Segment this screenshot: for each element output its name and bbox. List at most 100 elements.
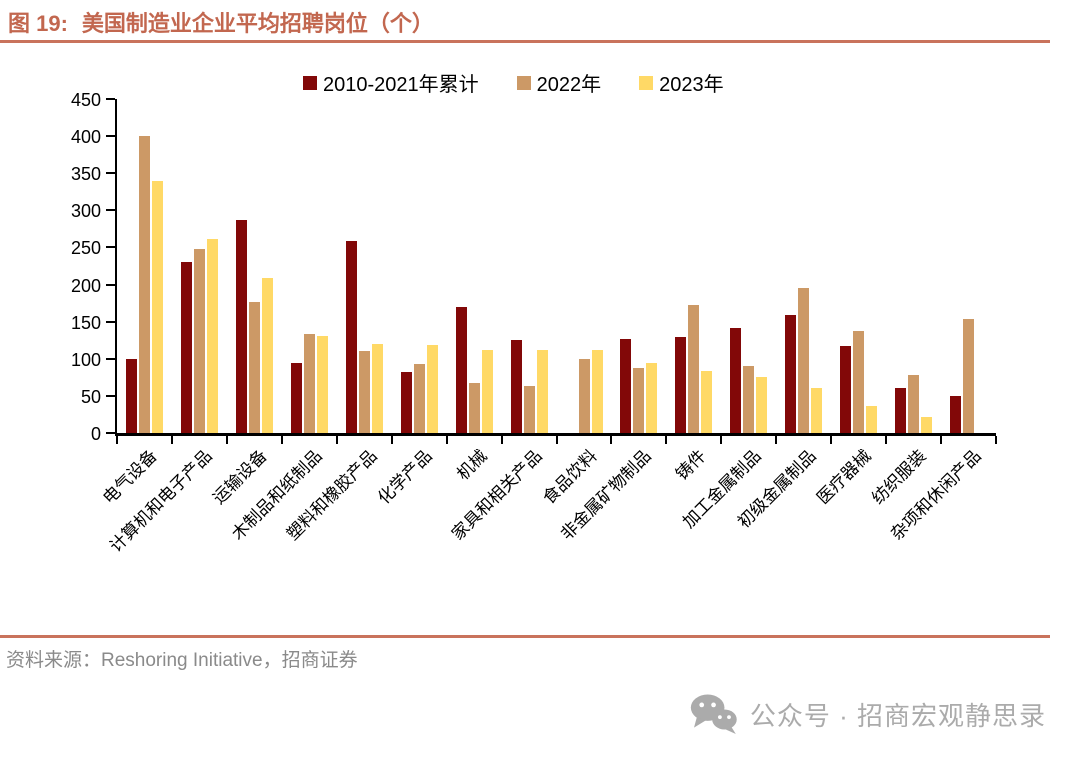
bar — [358, 351, 370, 433]
y-axis-tick — [106, 320, 115, 323]
bar — [963, 318, 975, 433]
bar — [675, 337, 687, 433]
y-axis-tick — [106, 432, 115, 434]
x-axis-tick — [390, 436, 393, 444]
bar — [785, 315, 797, 433]
legend-swatch — [303, 75, 317, 90]
bar — [950, 395, 962, 433]
bar — [206, 238, 218, 433]
bar — [591, 349, 603, 433]
legend-swatch — [639, 75, 654, 90]
x-axis-tick — [170, 436, 173, 444]
x-axis-tick — [995, 436, 997, 444]
legend-label: 2010-2021年累计 — [323, 74, 479, 96]
title-underline — [0, 40, 1050, 43]
bar — [578, 358, 590, 433]
plot-area: 0 50 100 150 200 250 300 350 400 450 电气设备 计算机和电子产品运… — [71, 91, 997, 556]
bar — [756, 377, 768, 433]
bar — [455, 306, 467, 433]
x-axis-tick — [500, 436, 503, 444]
y-axis-tick — [106, 394, 115, 397]
x-axis-tick — [830, 436, 833, 444]
bar — [345, 240, 357, 433]
y-axis-tick — [106, 246, 115, 249]
y-axis-label: 0 — [90, 424, 101, 444]
y-axis-label: 400 — [70, 127, 101, 148]
bar — [853, 331, 865, 433]
x-axis-tick — [720, 436, 723, 444]
bar — [730, 328, 742, 433]
bar — [510, 340, 522, 433]
bar — [481, 349, 493, 433]
legend-label: 2022年 — [536, 74, 602, 96]
y-axis-tick — [106, 135, 115, 138]
x-axis-tick — [775, 436, 778, 444]
x-axis-tick — [885, 436, 888, 444]
legend-item-2: 2022年 — [516, 68, 602, 97]
y-axis-label: 450 — [70, 90, 101, 110]
bar — [371, 343, 383, 433]
bar — [235, 219, 247, 433]
bar — [646, 363, 658, 433]
y-axis-label: 250 — [70, 238, 101, 259]
source-note: 资料来源：Reshoring Initiative，招商证券 — [6, 650, 358, 671]
bar — [743, 366, 755, 433]
bar — [620, 338, 632, 433]
y-axis-tick — [106, 98, 115, 100]
y-axis-label: 200 — [70, 275, 101, 296]
legend-swatch — [516, 75, 531, 90]
footer-divider — [0, 635, 1050, 638]
bar — [126, 358, 137, 433]
bar — [688, 305, 700, 433]
wechat-icon — [690, 694, 737, 734]
bar — [152, 180, 163, 433]
x-axis-tick — [225, 436, 228, 444]
x-axis-tick — [555, 436, 558, 444]
bar — [303, 333, 315, 433]
y-axis-tick — [106, 283, 115, 286]
bar — [468, 382, 480, 433]
bar — [866, 405, 878, 433]
bar — [180, 262, 192, 433]
y-axis-tick — [106, 357, 115, 360]
y-axis-label: 150 — [70, 312, 101, 333]
figure-number: 图 19: — [8, 11, 68, 36]
bar — [261, 277, 273, 433]
y-axis-tick — [106, 172, 115, 175]
bar — [523, 386, 535, 433]
watermark: 公众号 · 招商宏观静思录 — [690, 694, 1046, 734]
x-axis-tick — [445, 436, 448, 444]
bar — [426, 345, 438, 433]
bar — [413, 363, 425, 433]
bar — [400, 372, 412, 433]
legend-item-3: 2023年 — [639, 68, 724, 97]
bar — [290, 362, 302, 433]
x-axis-tick — [280, 436, 283, 444]
bar — [798, 287, 810, 433]
bar — [701, 370, 713, 433]
page-title: 美国制造业企业平均招聘岗位（个） — [81, 11, 434, 36]
bar — [895, 388, 907, 433]
y-axis-label: 350 — [70, 164, 101, 185]
bar — [921, 416, 933, 433]
x-axis-tick — [610, 436, 613, 444]
watermark-text: 公众号 · 招商宏观静思录 — [749, 700, 1046, 731]
bar — [316, 335, 328, 433]
bar — [536, 349, 548, 433]
x-axis-tick — [665, 436, 668, 444]
x-axis-tick — [940, 436, 943, 444]
y-axis-label: 100 — [70, 349, 101, 370]
y-axis-tick — [106, 209, 115, 212]
bar — [811, 387, 823, 433]
legend-item-1: 2010-2021年累计 — [303, 68, 479, 97]
chart-legend: 2010-2021年累计 2022年 2023年 — [303, 68, 724, 97]
bar — [908, 375, 920, 433]
bar — [248, 301, 260, 433]
x-axis-tick — [335, 436, 338, 444]
bar — [139, 136, 150, 433]
x-axis-tick — [116, 436, 118, 444]
bar — [193, 248, 205, 433]
legend-label: 2023年 — [659, 74, 724, 96]
y-axis-label: 300 — [70, 201, 101, 222]
bar — [633, 368, 645, 433]
